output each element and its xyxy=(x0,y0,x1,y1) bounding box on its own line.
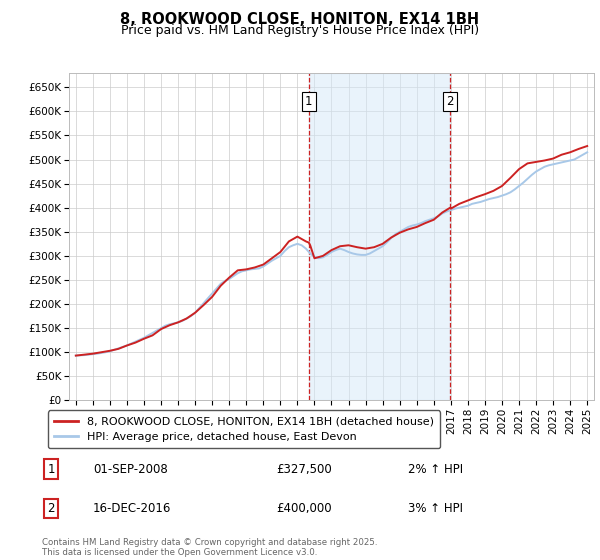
Text: 01-SEP-2008: 01-SEP-2008 xyxy=(93,463,168,476)
Text: 1: 1 xyxy=(305,95,313,108)
Text: 8, ROOKWOOD CLOSE, HONITON, EX14 1BH: 8, ROOKWOOD CLOSE, HONITON, EX14 1BH xyxy=(121,12,479,27)
Text: 2: 2 xyxy=(446,95,454,108)
Text: 16-DEC-2016: 16-DEC-2016 xyxy=(93,502,172,515)
Text: £400,000: £400,000 xyxy=(276,502,332,515)
Text: £327,500: £327,500 xyxy=(276,463,332,476)
Text: Contains HM Land Registry data © Crown copyright and database right 2025.
This d: Contains HM Land Registry data © Crown c… xyxy=(42,538,377,557)
Text: Price paid vs. HM Land Registry's House Price Index (HPI): Price paid vs. HM Land Registry's House … xyxy=(121,24,479,37)
Text: 2% ↑ HPI: 2% ↑ HPI xyxy=(408,463,463,476)
Bar xyxy=(309,73,450,400)
Legend: 8, ROOKWOOD CLOSE, HONITON, EX14 1BH (detached house), HPI: Average price, detac: 8, ROOKWOOD CLOSE, HONITON, EX14 1BH (de… xyxy=(47,410,440,448)
Text: 1: 1 xyxy=(47,463,55,476)
Text: 2: 2 xyxy=(47,502,55,515)
Text: 3% ↑ HPI: 3% ↑ HPI xyxy=(408,502,463,515)
